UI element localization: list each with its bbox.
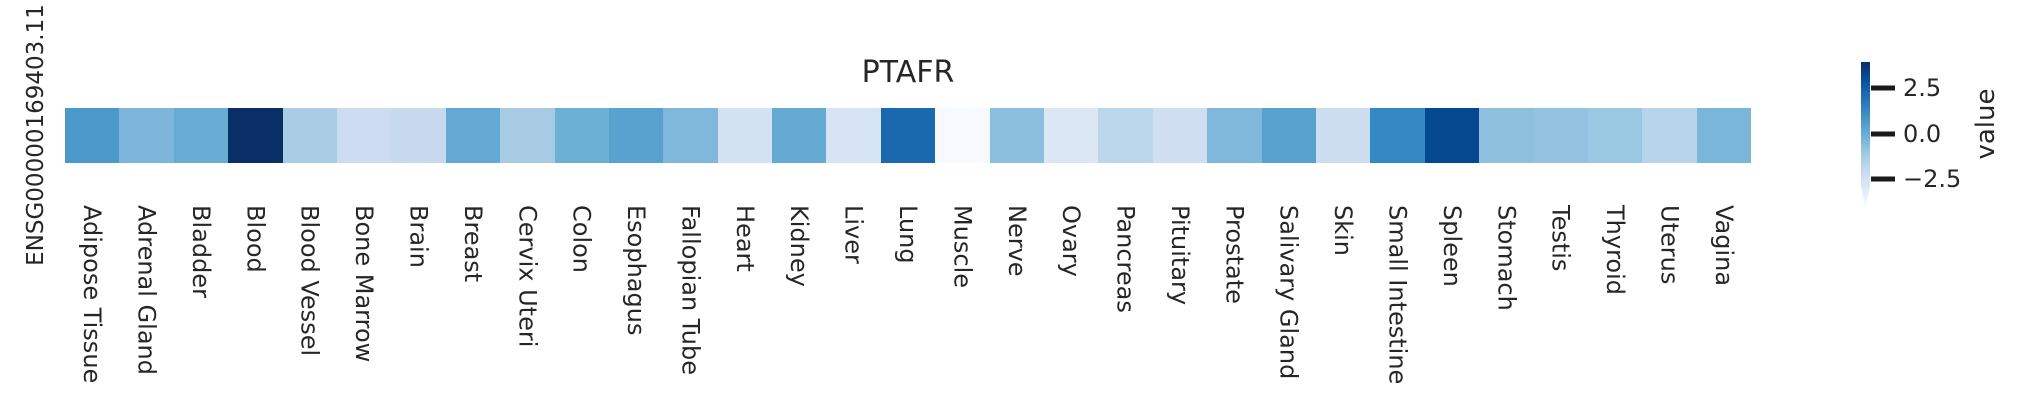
column-label: Fallopian Tube <box>676 205 705 376</box>
heatmap-cell <box>1533 108 1588 163</box>
column-label: Brain <box>404 205 433 268</box>
colorbar-tick-mark <box>1871 131 1895 137</box>
column-label: Muscle <box>948 205 977 289</box>
column-label: Breast <box>458 205 487 283</box>
heatmap-cell <box>826 108 881 163</box>
heatmap-cell <box>1424 108 1480 163</box>
column-label: Pituitary <box>1165 205 1194 306</box>
heatmap-cell <box>65 108 120 163</box>
column-label: Small Intestine <box>1383 205 1412 385</box>
heatmap-cell <box>1479 108 1534 163</box>
colorbar-tick-label: 2.5 <box>1903 74 1942 102</box>
colorbar-tick-mark <box>1871 176 1895 182</box>
heatmap-cell <box>608 108 664 163</box>
colorbar-gradient <box>1861 62 1870 208</box>
column-label: Blood <box>241 205 270 273</box>
column-label: Esophagus <box>622 205 651 336</box>
heatmap-cell <box>500 108 555 163</box>
column-label: Colon <box>567 205 596 274</box>
heatmap-cell <box>1370 108 1425 163</box>
heatmap-cell <box>1207 108 1262 163</box>
heatmap-cell <box>1696 108 1752 163</box>
column-label: Bone Marrow <box>350 205 379 363</box>
heatmap-cell <box>1315 108 1371 163</box>
colorbar-tick-mark <box>1871 85 1895 91</box>
column-label: Stomach <box>1492 205 1521 311</box>
colorbar-tick-label: 0.0 <box>1903 120 1942 148</box>
heatmap-cell <box>717 108 773 163</box>
row-label-gene-id: ENSG00000169403.11 <box>23 4 49 266</box>
column-label: Skin <box>1329 205 1358 257</box>
heatmap-cell <box>880 108 936 163</box>
heatmap-cell <box>989 108 1045 163</box>
heatmap-cell <box>1642 108 1697 163</box>
heatmap-cell <box>1152 108 1208 163</box>
column-label: Lung <box>894 205 922 264</box>
column-label: Vagina <box>1709 205 1738 287</box>
column-label: Blood Vessel <box>295 205 324 357</box>
column-label: Salivary Gland <box>1274 205 1303 380</box>
column-label: Bladder <box>186 205 215 298</box>
heatmap-cell <box>554 108 609 163</box>
column-label: Testis <box>1546 205 1575 272</box>
colorbar-axis-label: value <box>1971 88 2001 160</box>
heatmap-cell <box>1261 108 1316 163</box>
column-label: Nerve <box>1002 205 1031 277</box>
heatmap-cell <box>391 108 446 163</box>
column-label: Liver <box>839 205 868 264</box>
column-label: Cervix Uteri <box>513 205 542 348</box>
heatmap-cell <box>282 108 337 163</box>
column-label: Pancreas <box>1111 205 1140 313</box>
heatmap-cell <box>1098 108 1153 163</box>
heatmap-cell <box>1587 108 1643 163</box>
heatmap-cell <box>935 108 990 163</box>
heatmap-cell <box>336 108 392 163</box>
column-label: Adipose Tissue <box>78 205 107 384</box>
heatmap-cell <box>445 108 501 163</box>
heatmap-cell <box>228 108 283 163</box>
column-label: Adrenal Gland <box>132 205 161 375</box>
column-label: Heart <box>730 205 759 272</box>
chart-title: PTAFR <box>861 55 955 90</box>
column-label: Spleen <box>1437 205 1466 287</box>
column-label: Thyroid <box>1601 205 1630 295</box>
column-label: Kidney <box>785 205 814 287</box>
colorbar-tick-label: −2.5 <box>1903 165 1962 193</box>
heatmap-cell <box>663 108 718 163</box>
heatmap-cell <box>119 108 174 163</box>
column-label: Uterus <box>1655 205 1684 285</box>
heatmap-row <box>65 108 1752 163</box>
heatmap-cell <box>173 108 229 163</box>
column-label: Prostate <box>1220 205 1249 304</box>
heatmap-cell <box>772 108 827 163</box>
column-label: Ovary <box>1057 205 1086 277</box>
heatmap-cell <box>1044 108 1099 163</box>
